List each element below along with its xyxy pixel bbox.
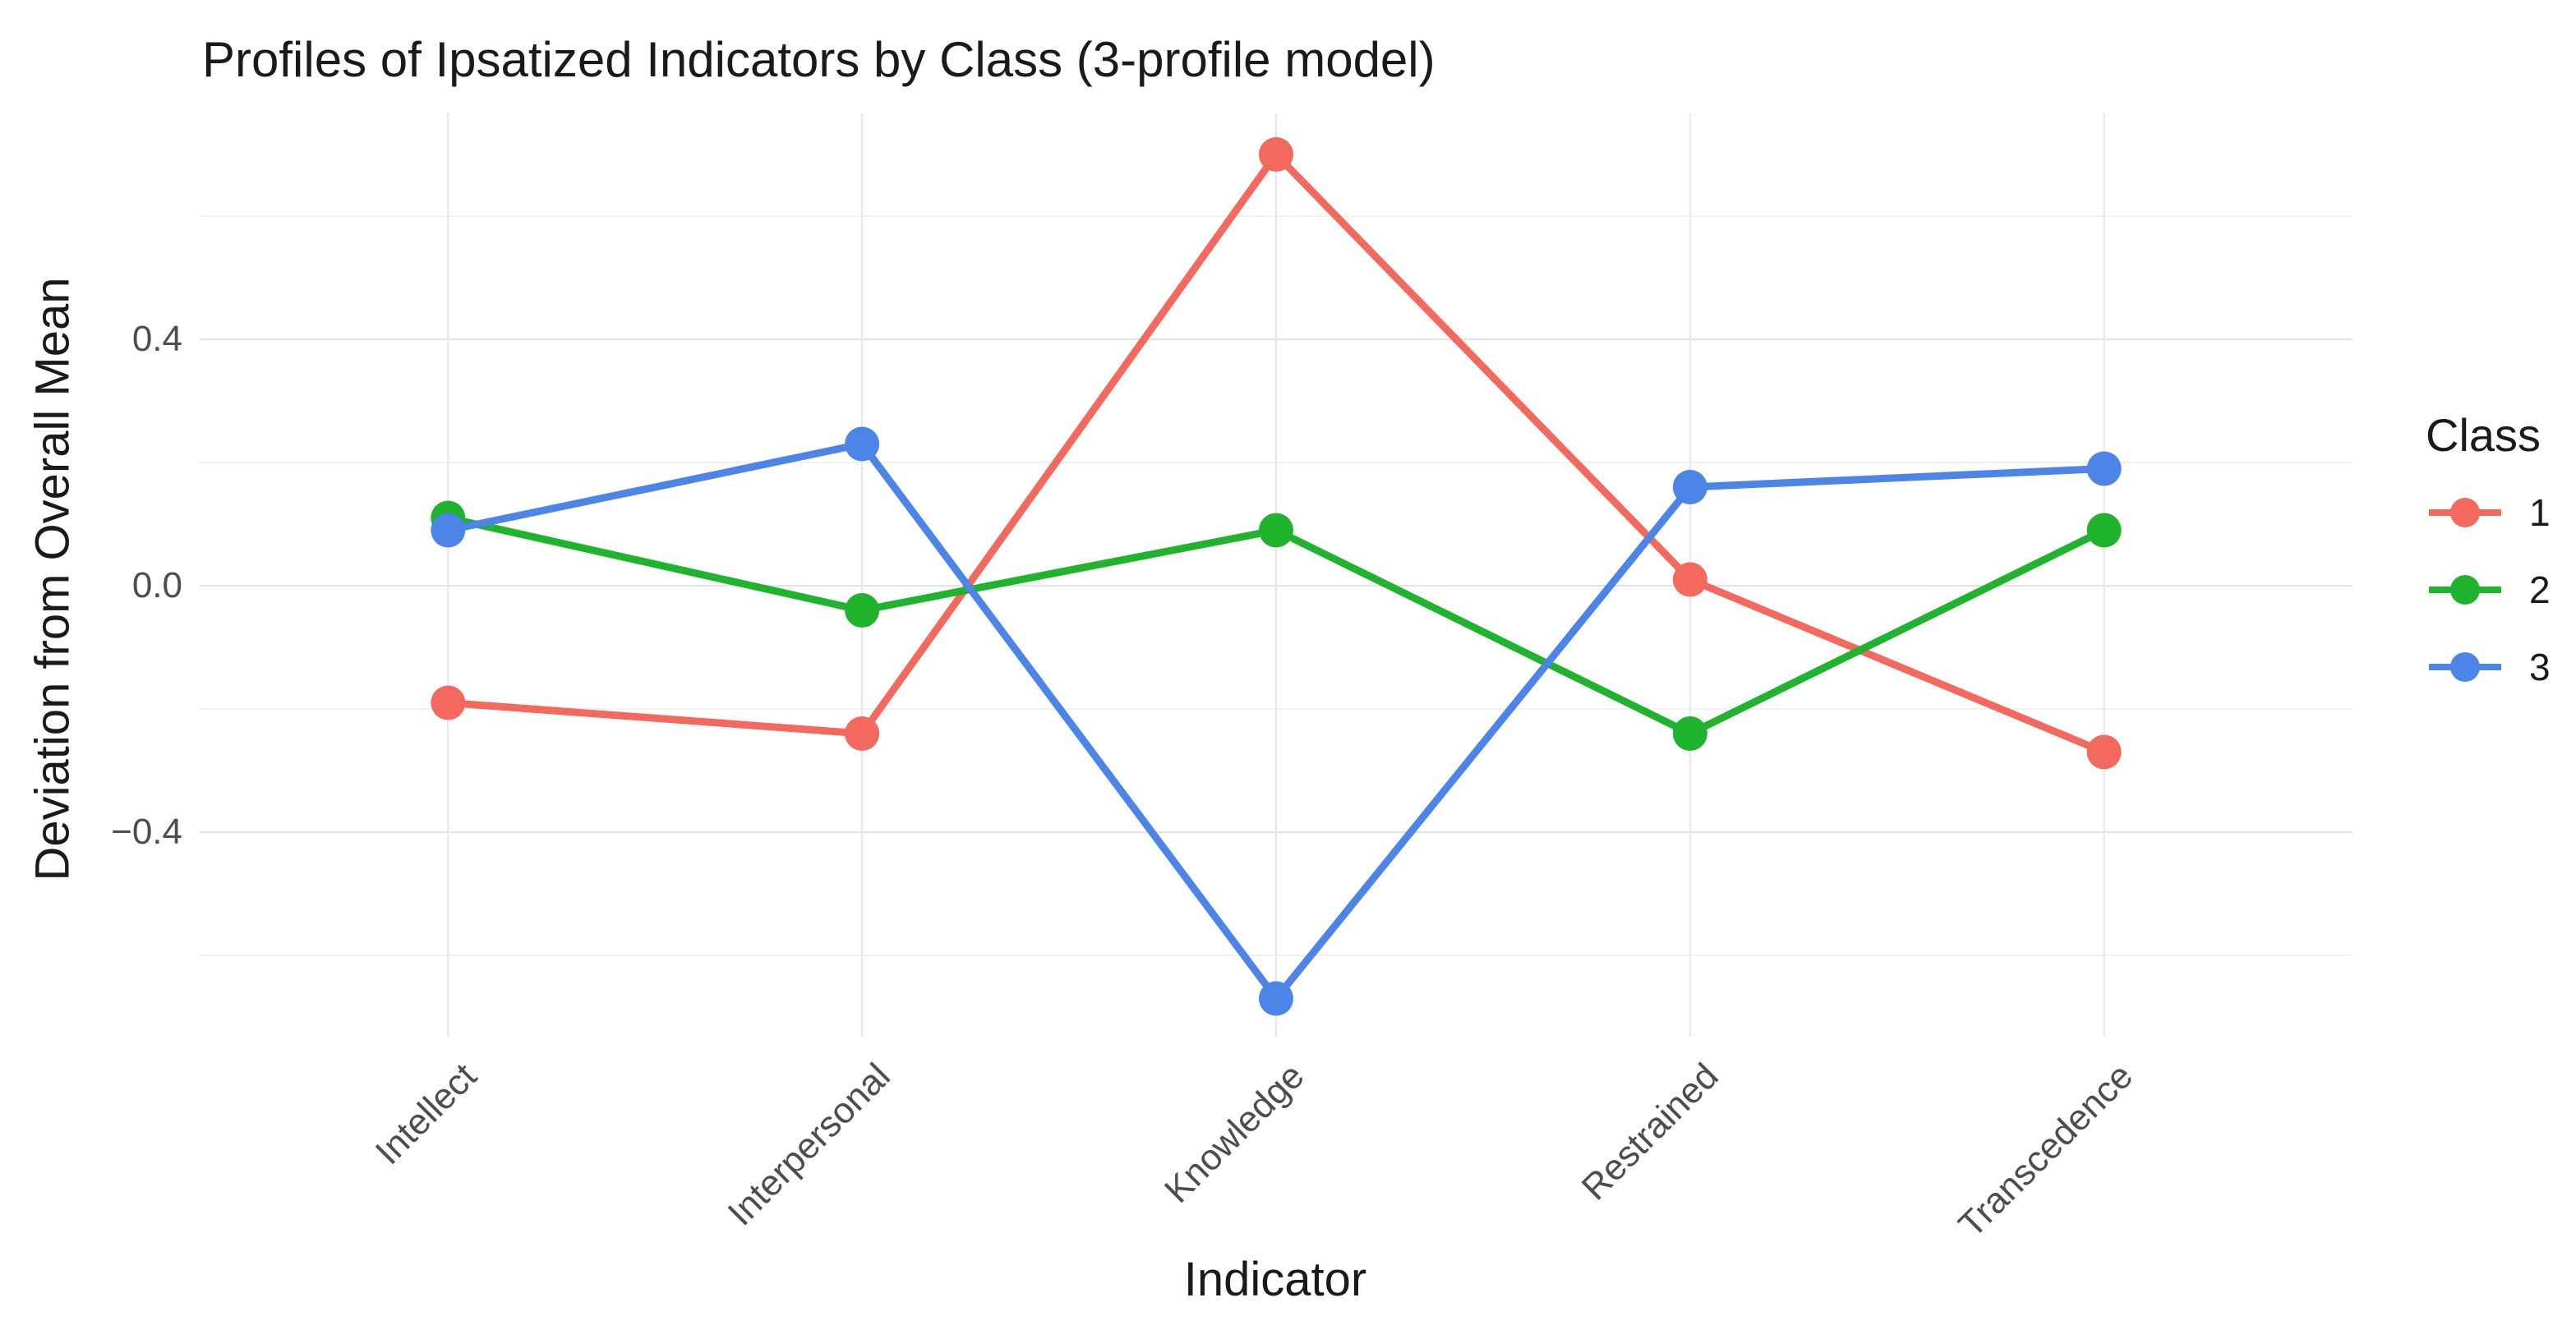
legend-key-icon	[2429, 498, 2501, 527]
legend-key-icon	[2429, 652, 2501, 682]
legend-entry-class-3: 3	[2426, 642, 2551, 692]
data-point-class-3	[845, 426, 880, 462]
y-tick-label: 0.0	[131, 565, 182, 605]
chart-title: Profiles of Ipsatized Indicators by Clas…	[202, 32, 1435, 87]
legend-key-icon	[2429, 575, 2501, 605]
data-point-class-1	[845, 716, 880, 751]
data-point-class-2	[1259, 513, 1293, 548]
data-point-class-2	[2086, 513, 2122, 548]
legend: Class 1 2 3	[2426, 411, 2551, 692]
legend-entry-label: 3	[2529, 646, 2551, 688]
legend-entry-label: 1	[2529, 491, 2551, 534]
data-point-class-3	[2086, 451, 2122, 486]
y-tick-label: 0.4	[131, 319, 182, 359]
data-point-class-3	[1259, 981, 1293, 1016]
data-point-class-2	[1672, 716, 1707, 751]
data-point-class-1	[1259, 137, 1293, 172]
legend-entry-label: 2	[2529, 568, 2551, 611]
legend-title: Class	[2426, 409, 2541, 461]
x-axis-title: Indicator	[1183, 1253, 1367, 1306]
data-point-class-2	[845, 593, 880, 628]
data-point-class-3	[1672, 470, 1707, 504]
legend-entry-class-2: 2	[2426, 565, 2551, 614]
y-axis-title: Deviation from Overall Mean	[25, 277, 80, 881]
data-point-class-1	[2086, 734, 2122, 770]
data-point-class-3	[431, 513, 466, 548]
legend-entries: 1 2 3	[2426, 488, 2551, 692]
data-point-class-1	[431, 685, 466, 720]
legend-entry-class-1: 1	[2426, 488, 2551, 537]
data-point-class-1	[1672, 562, 1707, 597]
y-tick-label: −0.4	[111, 812, 182, 852]
